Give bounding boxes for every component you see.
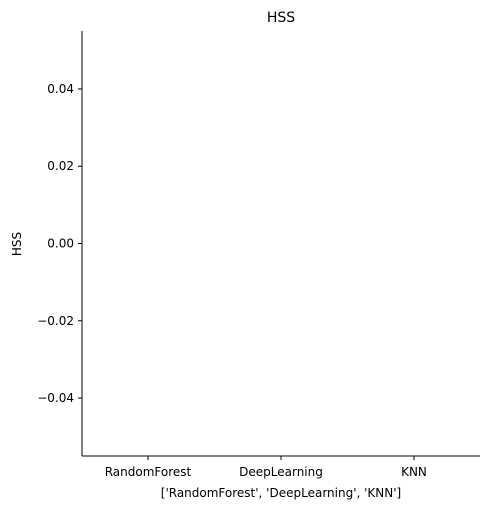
x-axis-ticks: RandomForest DeepLearning KNN (105, 456, 427, 479)
x-tick-label: DeepLearning (239, 465, 323, 479)
x-tick-label: RandomForest (105, 465, 192, 479)
y-tick-label: 0.00 (47, 237, 74, 251)
x-axis-label: ['RandomForest', 'DeepLearning', 'KNN'] (161, 486, 401, 500)
y-axis-ticks: −0.04 −0.02 0.00 0.02 0.04 (37, 82, 82, 405)
chart-title: HSS (267, 10, 295, 26)
x-tick-label: KNN (401, 465, 427, 479)
y-tick-label: 0.04 (47, 82, 74, 96)
y-tick-label: −0.04 (37, 391, 74, 405)
y-axis-label: HSS (10, 232, 24, 256)
y-tick-label: −0.02 (37, 314, 74, 328)
y-tick-label: 0.02 (47, 159, 74, 173)
